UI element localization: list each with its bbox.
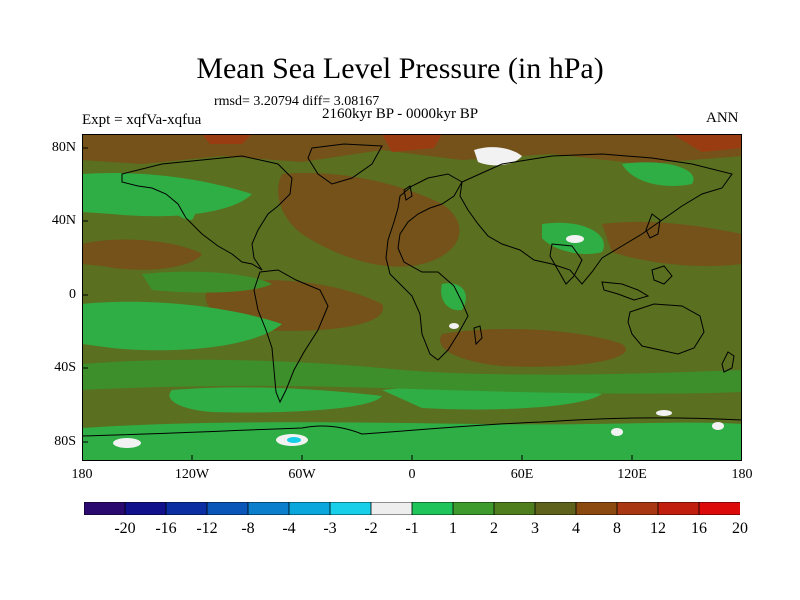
lon-label-180e: 180 [731,467,753,482]
lon-label-180w: 180 [71,467,93,482]
colorbar-swatch [575,502,618,515]
colorbar-label: 20 [732,520,748,537]
lon-label-120e: 120E [617,467,647,482]
colorbar-swatch [84,502,126,515]
strong-positive-regions [202,134,742,152]
colorbar-label: -8 [241,520,255,537]
colorbar-label: -4 [282,520,296,537]
colorbar-label: 8 [613,520,621,537]
colorbar-swatch [534,502,577,515]
colorbar-swatch [329,502,372,515]
experiment-label: Expt = xqfVa-xqfua [82,112,202,128]
lon-label-60e: 60E [510,467,534,482]
lat-label-80n: 80N [51,140,76,155]
rmsd-diff-stats: rmsd= 3.20794 diff= 3.08167 [214,94,380,109]
coastlines [82,143,742,437]
colorbar-label: -3 [323,520,337,537]
colorbar-label: 2 [490,520,498,537]
colorbar-label: 4 [572,520,580,537]
colorbar-swatch [165,502,208,515]
colorbar-label: -1 [405,520,419,537]
time-period-label: 2160kyr BP - 0000kyr BP [322,106,479,122]
colorbar-label: -2 [364,520,378,537]
colorbar-swatch [657,502,700,515]
lat-label-80s: 80S [54,434,76,449]
colorbar-label: 12 [650,520,666,537]
lat-label-equator: 0 [69,287,76,302]
cyan-patches [287,437,301,443]
mid-green-regions [82,271,742,394]
near-zero-patches [113,147,724,448]
colorbar-swatch [288,502,331,515]
lat-label-40s: 40S [54,360,76,375]
colorbar-swatch [493,502,536,515]
lon-label-60w: 60W [288,467,316,482]
colorbar-swatch [698,502,740,515]
pressure-map [82,134,742,461]
lat-label-40n: 40N [51,213,76,228]
colorbar-swatch [206,502,249,515]
lower-anomaly-regions [82,162,742,461]
colorbar-label: 16 [691,520,707,537]
colorbar-label: -12 [196,520,218,537]
colorbar-label: -20 [114,520,136,537]
positive-anomaly-regions [82,134,742,367]
colorbar-swatch [370,502,413,515]
map-title: Mean Sea Level Pressure (in hPa) [196,52,604,85]
colorbar-swatch [411,502,454,515]
map-ticks [82,147,633,461]
colorbar-swatch [247,502,290,515]
season-label: ANN [706,110,739,126]
colorbar-swatch [616,502,659,515]
lon-label-0: 0 [408,467,416,482]
colorbar-label: -16 [155,520,177,537]
colorbar-swatch [124,502,167,515]
colorbar-label: 1 [449,520,457,537]
lon-label-120w: 120W [174,467,210,482]
colorbar [84,502,740,515]
colorbar-label: 3 [531,520,539,537]
colorbar-swatch [452,502,495,515]
